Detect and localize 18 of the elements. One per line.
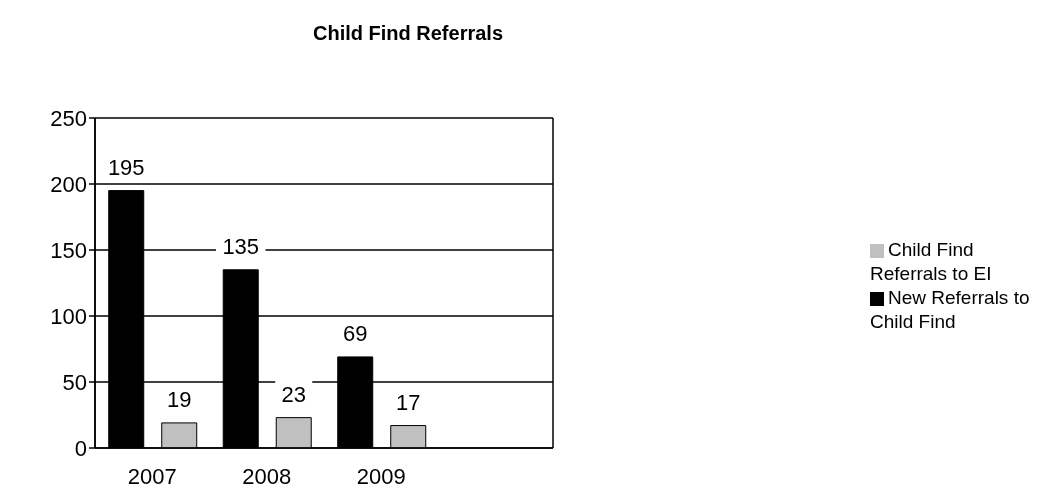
y-tick-label: 50 [62,369,87,395]
y-tick-label: 200 [50,171,87,197]
data-label: 19 [167,386,192,412]
y-tick-label: 0 [74,435,87,461]
data-label: 69 [343,320,368,346]
y-tick-label: 100 [50,303,87,329]
y-tick-label: 150 [50,237,87,263]
data-label: 23 [281,381,306,407]
x-tick-label: 2009 [356,463,406,489]
data-label: 17 [396,389,421,415]
data-label: 135 [222,233,260,259]
chart-title: Child Find Referrals [312,21,504,46]
x-tick-label: 2008 [242,463,292,489]
data-label: 195 [107,154,145,180]
legend-label: New Referrals to Child Find [870,287,1030,332]
y-tick-label: 250 [50,105,87,131]
x-tick-label: 2007 [127,463,177,489]
legend-label: Child Find Referrals to EI [870,239,992,284]
